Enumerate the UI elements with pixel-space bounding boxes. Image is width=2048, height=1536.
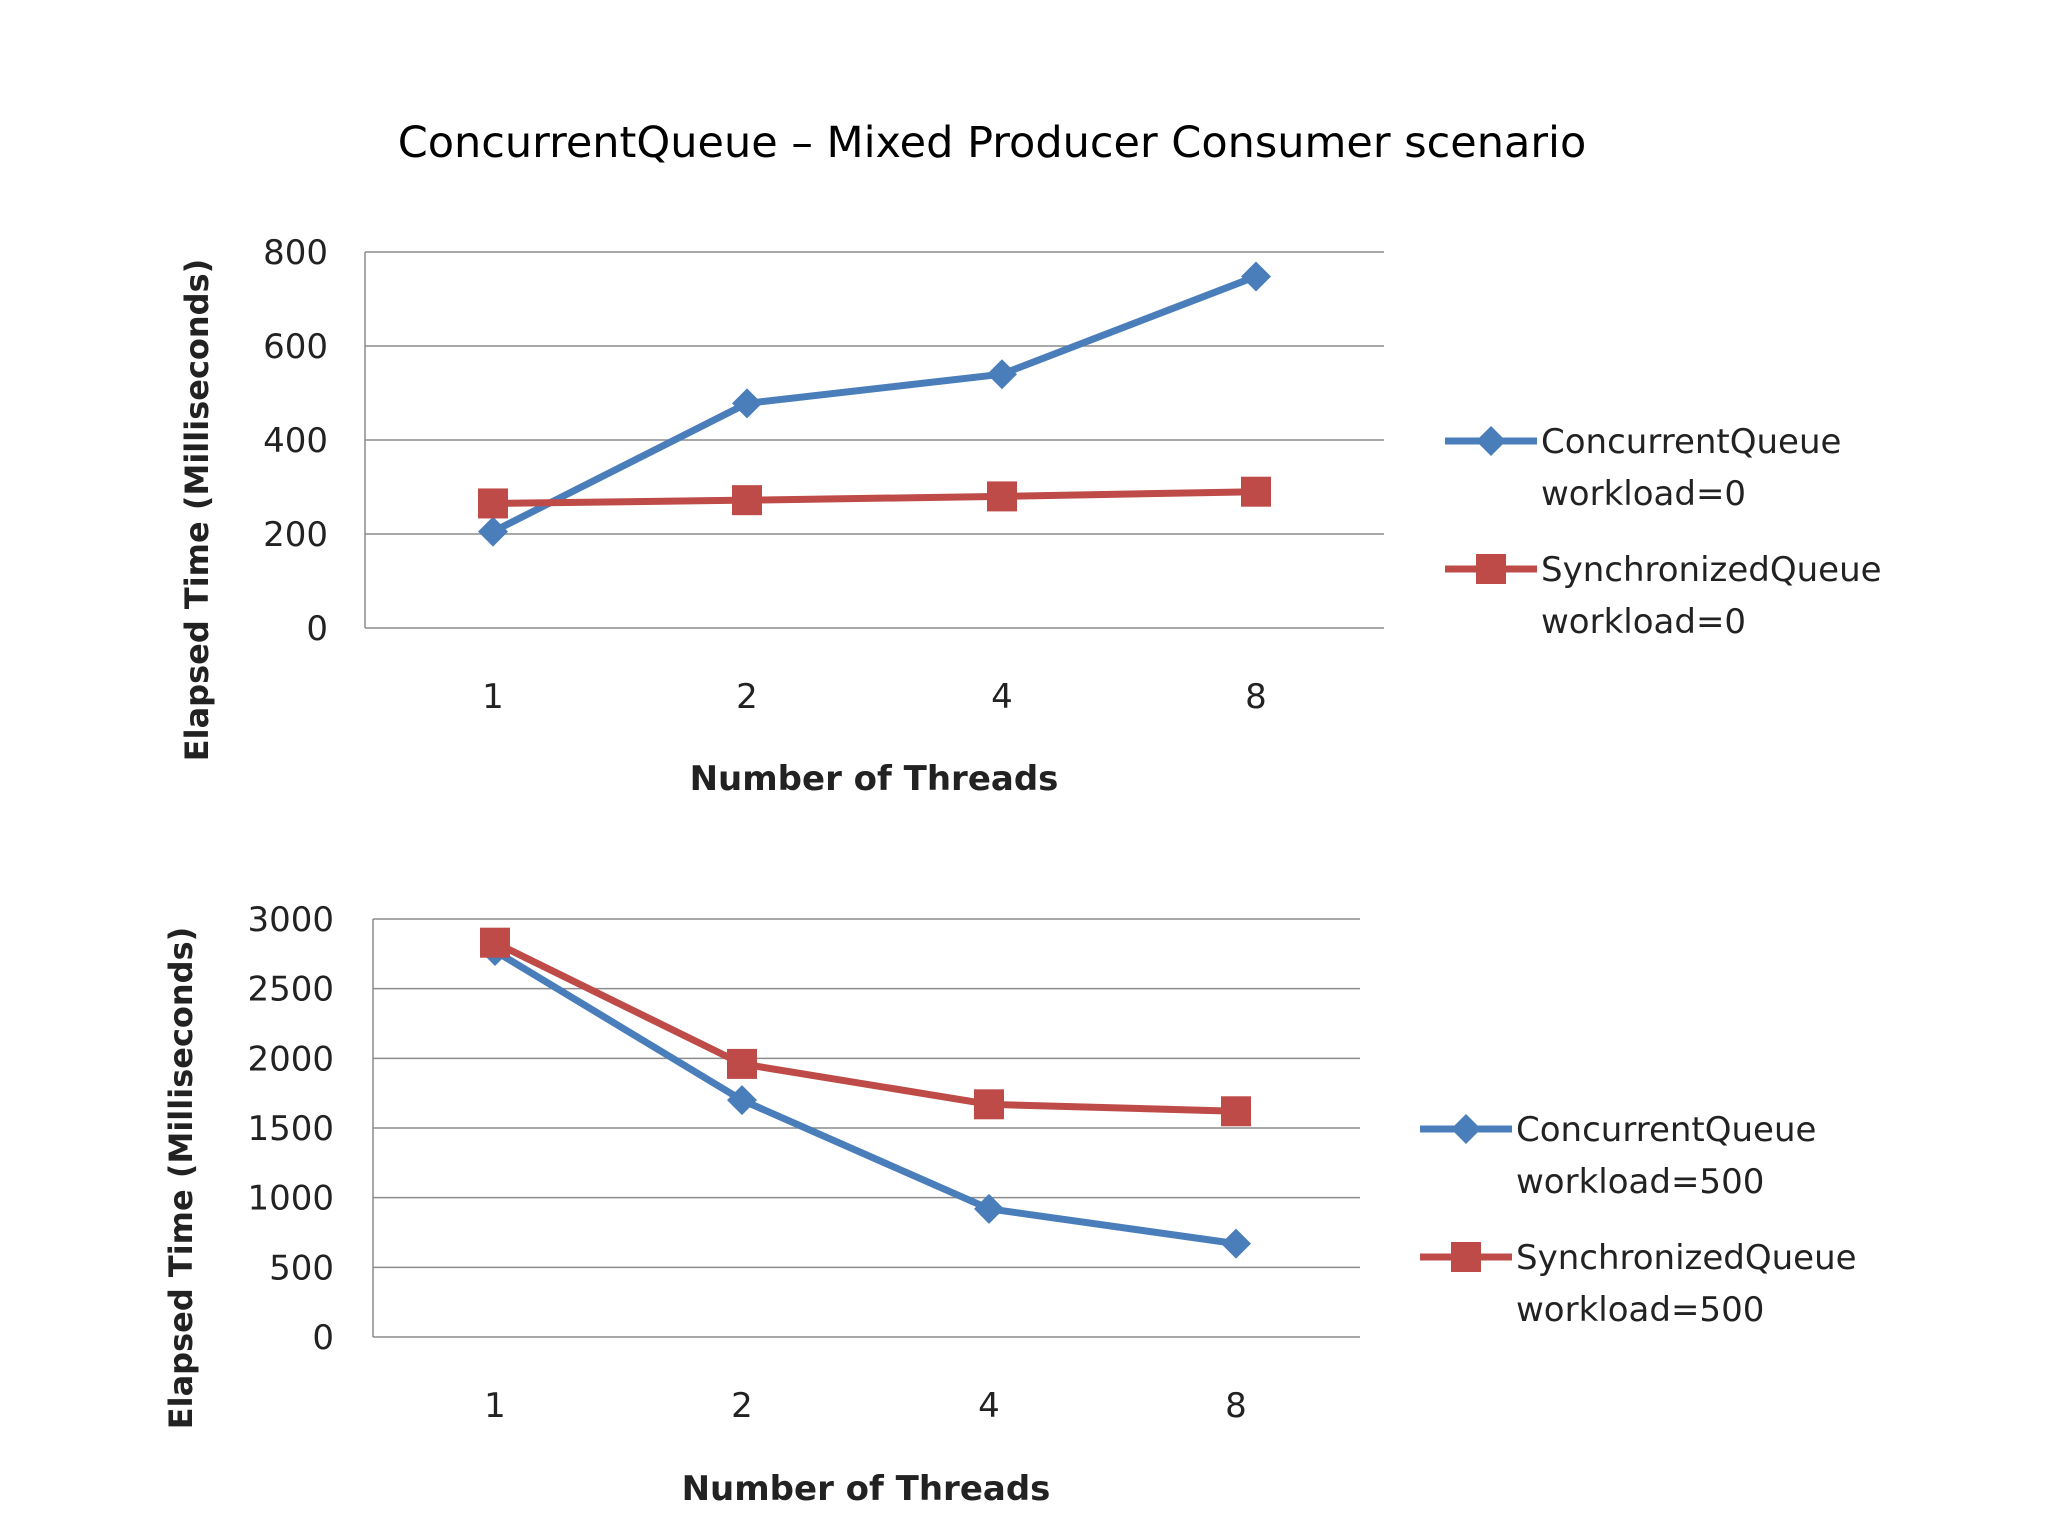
series-line [493, 939, 1237, 1115]
y-tick-label: 2500 [247, 970, 334, 1010]
diamond-marker [987, 359, 1017, 390]
legend-square-marker [1476, 554, 1506, 584]
legend-label: ConcurrentQueue [1541, 422, 1841, 462]
square-marker [1241, 476, 1271, 507]
x-tick-label: 4 [991, 677, 1013, 717]
diamond-marker [727, 1085, 757, 1116]
diamond-marker [1221, 1228, 1251, 1259]
legend-square-marker [1451, 1242, 1481, 1272]
y-tick-label: 3000 [247, 900, 334, 940]
legend-diamond-marker [1451, 1114, 1481, 1144]
y-tick-label: 500 [269, 1248, 334, 1288]
x-tick-label: 2 [731, 1386, 753, 1426]
series-1 [478, 261, 1271, 547]
series-line [492, 488, 1257, 507]
square-marker [987, 481, 1017, 512]
square-marker [727, 1048, 757, 1079]
x-tick-label: 2 [736, 677, 758, 717]
x-tick-label: 1 [482, 677, 504, 717]
series-line [491, 273, 1258, 535]
page-title: ConcurrentQueue – Mixed Producer Consume… [397, 118, 1587, 168]
series-2 [480, 927, 1251, 1127]
legend-diamond-marker [1476, 426, 1506, 456]
series-2 [478, 476, 1271, 519]
y-axis-label: Elapsed Time (Milliseconds) [178, 259, 216, 762]
y-tick-label: 2000 [247, 1039, 334, 1079]
y-tick-label: 200 [263, 515, 328, 555]
legend-label: workload=500 [1516, 1290, 1764, 1330]
legend-label: SynchronizedQueue [1541, 550, 1882, 590]
legend-label: workload=500 [1516, 1162, 1764, 1202]
x-tick-label: 8 [1225, 1386, 1247, 1426]
y-tick-label: 400 [263, 421, 328, 461]
y-axis-label: Elapsed Time (Milliseconds) [162, 927, 200, 1430]
x-tick-label: 4 [978, 1386, 1000, 1426]
x-axis-label: Number of Threads [682, 1469, 1051, 1509]
y-tick-label: 0 [312, 1318, 334, 1358]
x-tick-label: 8 [1245, 677, 1267, 717]
legend-label: SynchronizedQueue [1516, 1238, 1857, 1278]
square-marker [732, 485, 762, 516]
y-tick-label: 1500 [247, 1109, 334, 1149]
legend-entry: ConcurrentQueue workload=0 [1445, 422, 1841, 514]
legend-label: workload=0 [1541, 474, 1746, 514]
legend-entry: ConcurrentQueue workload=500 [1420, 1110, 1816, 1202]
y-tick-label: 800 [263, 233, 328, 273]
x-axis-label: Number of Threads [690, 759, 1059, 799]
legend-entry: SynchronizedQueue workload=500 [1420, 1238, 1857, 1330]
y-tick-label: 0 [306, 609, 328, 649]
square-marker [480, 927, 510, 958]
square-marker [1221, 1096, 1251, 1127]
legend-entry: SynchronizedQueue workload=0 [1445, 550, 1882, 642]
y-tick-label: 600 [263, 327, 328, 367]
x-tick-label: 1 [484, 1386, 506, 1426]
legend-label: ConcurrentQueue [1516, 1110, 1816, 1150]
diamond-marker [1241, 261, 1271, 292]
diamond-marker [732, 388, 762, 419]
square-marker [974, 1089, 1004, 1120]
y-tick-label: 1000 [247, 1179, 334, 1219]
series-line [493, 948, 1237, 1248]
chart-2: 0 500 1000 1500 2000 2500 3000 1 2 4 8 Number of Th… [162, 900, 1857, 1509]
diamond-marker [974, 1193, 1004, 1224]
chart-1: 0 200 400 600 800 1 2 4 8 Number of Threads Elapse… [178, 233, 1882, 799]
legend-label: workload=0 [1541, 602, 1746, 642]
square-marker [478, 488, 508, 519]
diamond-marker [478, 516, 508, 547]
series-1 [480, 936, 1251, 1259]
